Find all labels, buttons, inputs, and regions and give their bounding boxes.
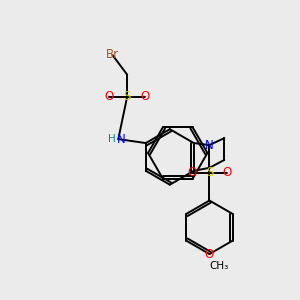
Text: N: N (205, 139, 214, 152)
Text: S: S (124, 90, 131, 103)
Text: CH₃: CH₃ (210, 261, 229, 271)
Text: Br: Br (106, 48, 119, 62)
Text: S: S (206, 166, 213, 179)
Text: O: O (187, 166, 196, 179)
Text: O: O (223, 166, 232, 179)
Text: O: O (205, 248, 214, 260)
Text: O: O (105, 90, 114, 103)
Text: N: N (117, 133, 126, 146)
Text: O: O (140, 90, 150, 103)
Text: H: H (109, 134, 116, 144)
